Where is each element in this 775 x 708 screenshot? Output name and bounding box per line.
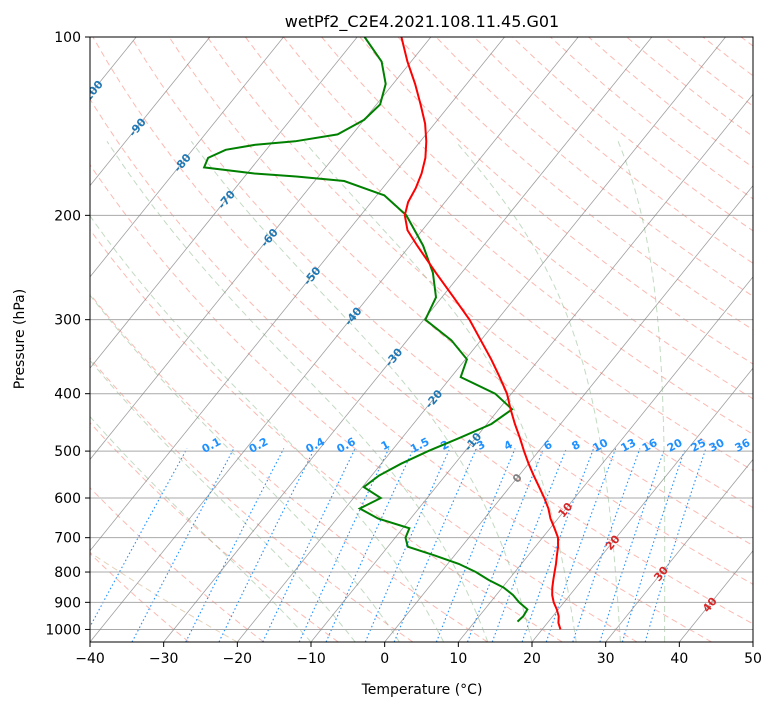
y-tick-label: 1000: [45, 622, 81, 638]
dry-adiabat-line: [130, 37, 753, 585]
mixing-ratio-line: [435, 448, 516, 642]
dry-adiabat-line: [92, 37, 753, 625]
isotherm-line: [531, 367, 753, 642]
x-tick-label: −40: [75, 651, 105, 667]
isotherm-line: [90, 37, 358, 369]
x-tick-label: 40: [670, 651, 688, 667]
y-tick-label: 200: [54, 208, 81, 224]
x-tick-label: 10: [449, 651, 467, 667]
y-axis-label: Pressure (hPa): [12, 289, 28, 389]
dry-adiabat-line: [90, 552, 190, 642]
x-tick-label: 50: [744, 651, 762, 667]
dry-adiabat-line: [90, 228, 563, 642]
temperature-profile-line: [400, 37, 562, 630]
stratospheric-curves: [90, 551, 238, 642]
mixing-ratio-line: [621, 448, 686, 642]
mixing-ratio-line: [262, 448, 356, 642]
isotherm-line: [90, 37, 505, 552]
mixing-ratio-line: [298, 448, 390, 642]
y-tick-label: 800: [54, 565, 81, 581]
x-tick-label: 20: [523, 651, 541, 667]
x-tick-label: 30: [597, 651, 615, 667]
y-tick-label: 100: [54, 30, 81, 46]
stratospheric-curve: [90, 551, 238, 642]
dry-adiabat-line: [90, 98, 712, 642]
mixing-ratio-line: [545, 448, 617, 642]
mixing-ratio-line: [599, 448, 666, 642]
mixing-ratio-label: 13: [619, 436, 639, 455]
isotherm-line: [384, 184, 753, 642]
isotherm-line: [90, 37, 211, 187]
chart-title: wetPf2_C2E4.2021.108.11.45.G01: [285, 12, 559, 32]
mixing-ratio-line: [644, 448, 707, 642]
x-tick-label: −20: [223, 651, 253, 667]
mixing-ratio-label: 30: [707, 436, 727, 455]
x-tick-label: 0: [380, 651, 389, 667]
dry-adiabat-line: [90, 422, 339, 642]
dry-adiabat-line: [90, 293, 488, 642]
x-axis-ticks: −40 −30 −20 −10 0 10 20 30 40 50: [75, 642, 762, 667]
isotherm-line: [458, 276, 753, 642]
dry-adiabat-line: [359, 37, 753, 365]
dry-adiabat-line: [435, 37, 753, 297]
y-axis-ticks: 100 200 300 400 500 600 700 800 900 1000: [45, 30, 90, 638]
dry-adiabat-line: [90, 163, 638, 642]
y-tick-label: 900: [54, 595, 81, 611]
dry-adiabat-line: [168, 37, 753, 547]
mixing-ratio-line: [572, 448, 641, 642]
isotherm-line: [90, 37, 579, 642]
isotherm-line: [605, 458, 753, 642]
y-tick-label: 400: [54, 387, 81, 403]
dewpoint-profile-line: [202, 37, 529, 623]
dry-adiabat-line: [397, 37, 753, 331]
mixing-ratio-label: 36: [733, 436, 753, 455]
isotherm-line: [163, 37, 653, 642]
mixing-ratio-label: 20: [665, 436, 685, 455]
y-tick-label: 600: [54, 491, 81, 507]
x-tick-label: −30: [149, 651, 179, 667]
y-tick-label: 500: [54, 444, 81, 460]
plot-area: -100-90-80-70-60-50-40-30-20-10010203040…: [90, 37, 753, 642]
x-tick-label: −10: [296, 651, 326, 667]
dry-adiabat-line: [206, 37, 753, 509]
isotherm-line: [310, 93, 753, 642]
y-tick-label: 700: [54, 531, 81, 547]
mixing-ratio-line: [466, 448, 545, 642]
isotherm-line: [90, 37, 284, 278]
y-tick-label: 300: [54, 313, 81, 329]
isobar-gridlines: [90, 37, 753, 630]
isotherm-line: [90, 37, 432, 461]
mixing-ratio-label: 25: [689, 436, 709, 455]
mixing-ratio-label: 16: [640, 436, 660, 455]
isotherm-gridlines: [90, 37, 753, 642]
mixing-ratio-line: [521, 448, 595, 642]
mixing-ratio-line: [185, 448, 285, 642]
x-axis-label: Temperature (°C): [361, 682, 483, 698]
mixing-ratio-label: 10: [591, 436, 611, 455]
plot-frame: [89, 36, 754, 643]
mixing-ratio-lines: [90, 448, 707, 642]
